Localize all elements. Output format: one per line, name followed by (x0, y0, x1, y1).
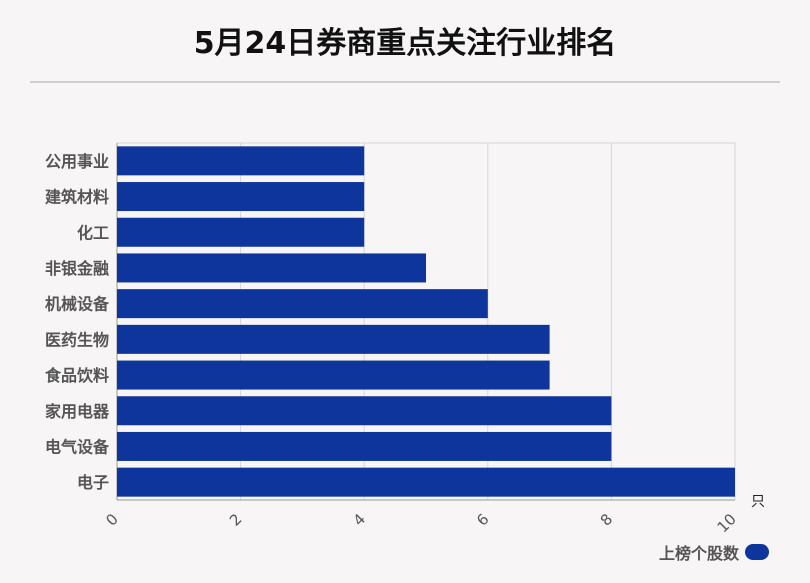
x-tick-label: 4 (350, 510, 369, 529)
category-label: 食品饮料 (44, 366, 109, 385)
x-tick-label: 10 (714, 510, 740, 536)
category-label: 建筑材料 (45, 188, 109, 207)
category-label: 公用事业 (45, 152, 109, 171)
category-label: 电子 (77, 473, 109, 492)
bar (117, 324, 550, 354)
bar (117, 467, 735, 497)
category-label: 电气设备 (45, 437, 110, 456)
x-tick-label: 6 (473, 510, 492, 529)
category-label: 非银金融 (45, 259, 109, 278)
bar (117, 253, 426, 283)
bar (117, 146, 365, 176)
title-divider (30, 81, 780, 83)
bar (117, 289, 488, 319)
bar (117, 396, 612, 426)
category-label: 家用电器 (45, 402, 110, 421)
x-tick-label: 0 (102, 510, 121, 529)
legend: 上榜个股数 (659, 540, 769, 564)
bar (117, 360, 550, 390)
bar (117, 217, 365, 247)
chart-title: 5月24日券商重点关注行业排名 (193, 26, 617, 61)
category-label: 化工 (77, 223, 109, 242)
category-label: 机械设备 (45, 295, 110, 314)
bar (117, 431, 612, 461)
x-tick-label: 2 (226, 510, 245, 529)
x-tick-label: 8 (597, 510, 616, 529)
bars (117, 146, 735, 497)
category-label: 医药生物 (45, 330, 109, 349)
legend-label: 上榜个股数 (658, 544, 739, 563)
x-tick-labels: 0 2 4 6 8 10 (102, 510, 739, 536)
bar (117, 182, 365, 212)
x-unit-label: 只 (751, 494, 765, 510)
legend-swatch[interactable] (745, 544, 769, 560)
